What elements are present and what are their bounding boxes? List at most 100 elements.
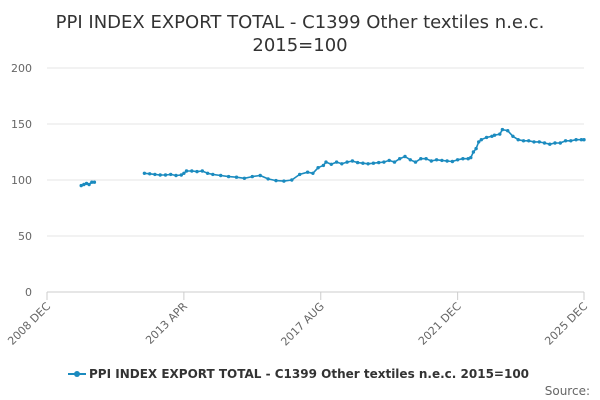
gridlines (47, 67, 584, 293)
data-point (226, 174, 231, 179)
series-group (79, 127, 586, 188)
data-point (382, 160, 386, 164)
data-point (553, 141, 557, 145)
data-point (527, 139, 531, 143)
data-point (324, 160, 328, 164)
data-point (500, 127, 505, 132)
data-point (329, 162, 333, 166)
data-point (490, 134, 494, 138)
data-point (429, 159, 433, 163)
data-point (84, 181, 89, 186)
x-tick-label: 2008 DEC (5, 300, 53, 348)
data-point (321, 163, 326, 168)
data-point (142, 171, 147, 175)
data-point (440, 158, 444, 163)
data-point (258, 173, 262, 178)
data-point (506, 129, 510, 133)
x-tick-label: 2025 DEC (542, 300, 590, 348)
data-point (558, 141, 562, 145)
data-point (355, 160, 360, 165)
data-point (424, 157, 428, 161)
data-point (574, 138, 578, 142)
data-point (542, 141, 547, 145)
data-point (548, 142, 552, 146)
data-point (532, 140, 536, 144)
data-point (521, 139, 526, 143)
data-point (537, 140, 541, 144)
data-point (190, 169, 194, 173)
chart-title-line-1: PPI INDEX EXPORT TOTAL - C1399 Other tex… (56, 12, 545, 33)
data-point (492, 133, 497, 137)
data-point (158, 173, 162, 177)
source-label: Source: (545, 384, 590, 398)
chart-title-line-2: 2015=100 (252, 35, 347, 56)
data-point (219, 173, 223, 178)
data-point (87, 182, 91, 187)
data-point (350, 159, 355, 163)
y-tick-label: 50 (18, 230, 32, 243)
data-point (445, 159, 449, 163)
data-point (408, 158, 412, 162)
data-point (455, 158, 460, 162)
data-point (511, 134, 515, 138)
data-point (371, 161, 376, 165)
data-point (82, 182, 86, 187)
data-point (274, 178, 278, 183)
data-point (419, 157, 423, 161)
data-point (282, 179, 286, 183)
data-point (266, 177, 270, 181)
data-point (242, 176, 247, 180)
series-line (144, 128, 584, 182)
data-point (516, 138, 520, 142)
data-point (182, 171, 186, 175)
data-point (169, 172, 173, 177)
data-point (234, 175, 239, 179)
data-point (340, 162, 344, 166)
data-point (392, 160, 397, 164)
data-point (434, 158, 439, 162)
data-point (498, 132, 502, 136)
y-tick-label: 0 (25, 286, 32, 299)
data-point (582, 138, 586, 142)
legend-marker (74, 371, 80, 377)
data-point (250, 174, 254, 179)
data-point (200, 169, 204, 173)
data-point (461, 157, 465, 161)
data-point (211, 172, 215, 177)
data-point (205, 171, 210, 175)
data-point (477, 140, 481, 144)
data-point (387, 158, 391, 163)
data-point (148, 172, 152, 176)
data-point (569, 139, 573, 143)
data-point (484, 135, 489, 140)
data-point (184, 169, 189, 173)
data-point (471, 150, 476, 154)
axes: 0 50 100 150 200 2008 DEC 2013 APR 2017 AUG 2021… (5, 62, 590, 348)
data-point (413, 160, 418, 164)
data-point (450, 159, 455, 164)
data-point (305, 170, 310, 174)
legend[interactable]: PPI INDEX EXPORT TOTAL - C1399 Other tex… (68, 367, 529, 381)
data-point (298, 172, 302, 177)
data-point (469, 155, 473, 160)
data-point (311, 171, 315, 175)
data-point (195, 169, 199, 174)
data-point (377, 160, 381, 165)
data-point (398, 157, 402, 161)
data-point (92, 180, 97, 184)
data-point (334, 160, 339, 164)
x-tick-label: 2017 AUG (278, 300, 327, 349)
data-point (579, 138, 584, 142)
x-tick-label: 2021 DEC (416, 300, 464, 348)
data-point (163, 173, 168, 177)
y-tick-label: 200 (11, 62, 32, 75)
y-tick-label: 100 (11, 174, 32, 187)
data-point (174, 173, 178, 178)
data-point (79, 183, 83, 188)
data-point (90, 180, 94, 184)
legend-label: PPI INDEX EXPORT TOTAL - C1399 Other tex… (89, 367, 529, 381)
x-tick-label: 2013 APR (143, 300, 190, 347)
data-point (361, 161, 365, 165)
data-point (290, 178, 294, 182)
